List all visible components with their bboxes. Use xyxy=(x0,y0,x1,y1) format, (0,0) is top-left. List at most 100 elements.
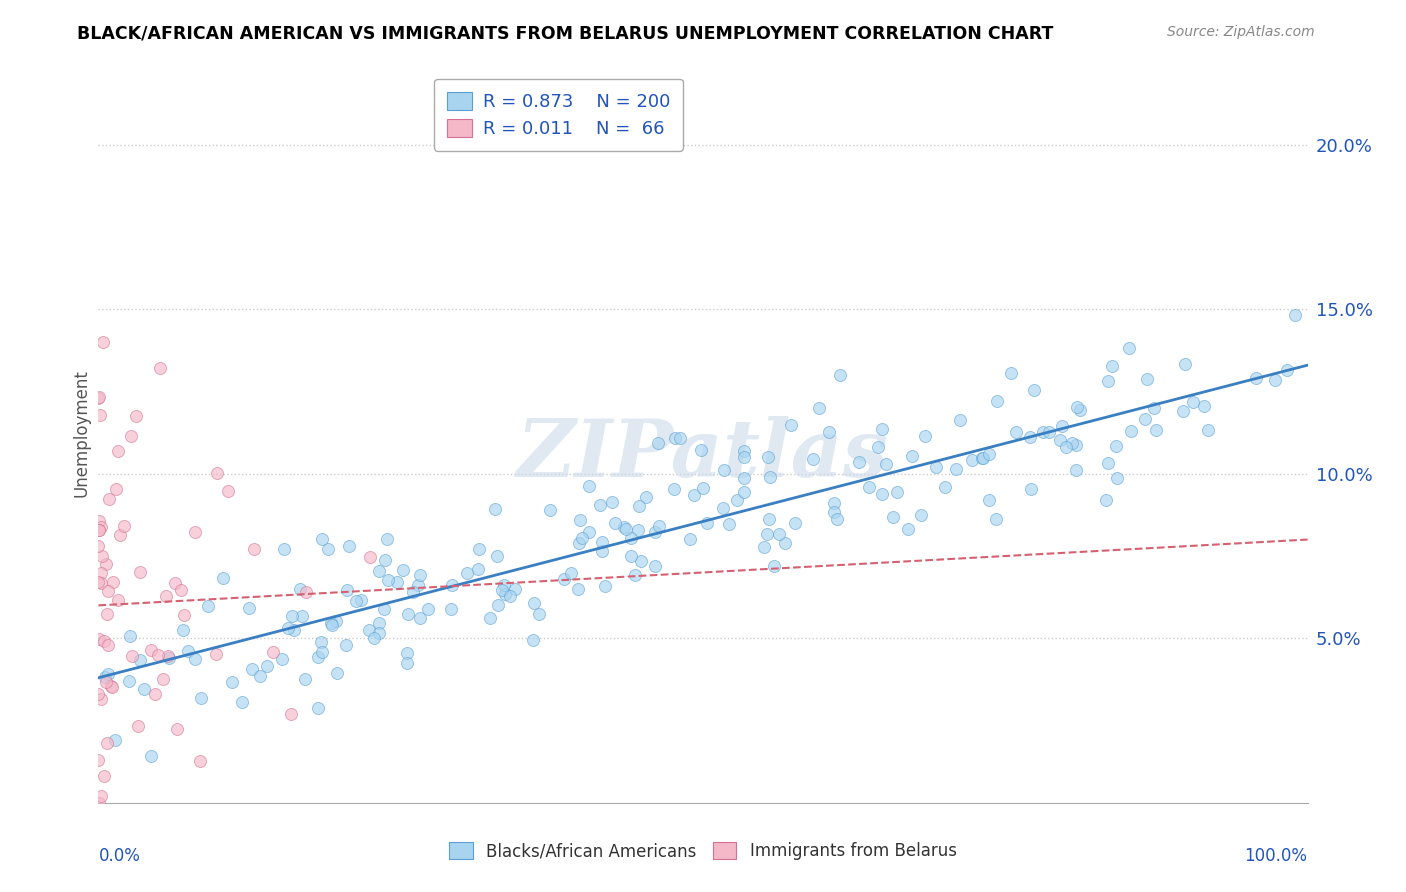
Point xyxy=(262,645,284,659)
Point xyxy=(1264,373,1286,387)
Point xyxy=(321,617,343,632)
Point xyxy=(486,599,509,613)
Point xyxy=(900,449,922,463)
Point xyxy=(945,462,967,476)
Point xyxy=(620,549,643,563)
Point xyxy=(139,748,162,763)
Point xyxy=(132,682,155,697)
Point xyxy=(1144,423,1167,437)
Point xyxy=(87,822,110,836)
Point xyxy=(593,579,616,593)
Point xyxy=(644,524,666,539)
Point xyxy=(1064,438,1087,452)
Point xyxy=(118,629,141,643)
Point xyxy=(499,590,522,604)
Point xyxy=(104,733,127,747)
Point xyxy=(212,571,235,585)
Point xyxy=(155,589,177,603)
Point xyxy=(644,558,666,573)
Point xyxy=(1136,371,1159,385)
Point xyxy=(467,562,489,576)
Point xyxy=(311,532,333,546)
Point xyxy=(87,574,110,589)
Point xyxy=(194,841,217,855)
Text: 0.0%: 0.0% xyxy=(98,847,141,865)
Point xyxy=(1064,463,1087,477)
Point xyxy=(780,417,803,432)
Point xyxy=(647,436,669,450)
Point xyxy=(363,631,385,645)
Point xyxy=(336,582,359,597)
Point xyxy=(359,550,381,565)
Legend: Blacks/African Americans, Immigrants from Belarus: Blacks/African Americans, Immigrants fro… xyxy=(441,834,965,869)
Point xyxy=(494,578,516,592)
Point xyxy=(280,707,302,722)
Point xyxy=(89,408,111,422)
Point xyxy=(309,635,332,649)
Point xyxy=(571,531,593,545)
Point xyxy=(977,447,1000,461)
Point xyxy=(349,592,371,607)
Point xyxy=(205,466,228,480)
Point xyxy=(1097,374,1119,388)
Point xyxy=(692,482,714,496)
Point xyxy=(1019,482,1042,496)
Point xyxy=(402,585,425,599)
Point xyxy=(335,638,357,652)
Point xyxy=(830,368,852,382)
Point xyxy=(120,428,142,442)
Point xyxy=(143,687,166,701)
Point xyxy=(808,401,831,416)
Point xyxy=(97,639,120,653)
Point xyxy=(291,609,314,624)
Point xyxy=(101,574,124,589)
Point xyxy=(183,525,205,540)
Point xyxy=(711,501,734,516)
Point xyxy=(569,513,592,527)
Point xyxy=(689,443,711,458)
Text: Source: ZipAtlas.com: Source: ZipAtlas.com xyxy=(1167,25,1315,39)
Point xyxy=(101,680,124,694)
Point xyxy=(627,523,650,537)
Point xyxy=(1060,435,1083,450)
Point xyxy=(648,519,671,533)
Point xyxy=(620,531,643,545)
Point xyxy=(1066,400,1088,414)
Point xyxy=(125,409,148,424)
Point xyxy=(914,429,936,443)
Point xyxy=(624,567,647,582)
Point xyxy=(367,615,389,630)
Point xyxy=(886,485,908,500)
Point xyxy=(560,566,582,581)
Point xyxy=(468,542,491,557)
Point xyxy=(344,594,367,608)
Point xyxy=(240,662,263,676)
Point xyxy=(984,512,1007,526)
Point xyxy=(866,440,889,454)
Point xyxy=(183,651,205,665)
Point xyxy=(603,516,626,531)
Point xyxy=(91,335,114,350)
Point xyxy=(94,674,117,689)
Point xyxy=(91,549,114,563)
Point xyxy=(713,463,735,477)
Point xyxy=(107,444,129,458)
Point xyxy=(87,687,110,701)
Point xyxy=(169,582,191,597)
Point xyxy=(87,632,110,646)
Point xyxy=(567,582,589,596)
Point xyxy=(90,519,112,533)
Point xyxy=(762,559,785,574)
Point xyxy=(205,648,228,662)
Point xyxy=(375,532,398,546)
Point xyxy=(491,582,513,597)
Point xyxy=(173,608,195,623)
Point xyxy=(1095,492,1118,507)
Point xyxy=(89,514,111,528)
Point xyxy=(87,391,110,405)
Point xyxy=(249,668,271,682)
Point xyxy=(986,393,1008,408)
Point xyxy=(396,656,419,670)
Point xyxy=(1174,358,1197,372)
Point xyxy=(725,492,748,507)
